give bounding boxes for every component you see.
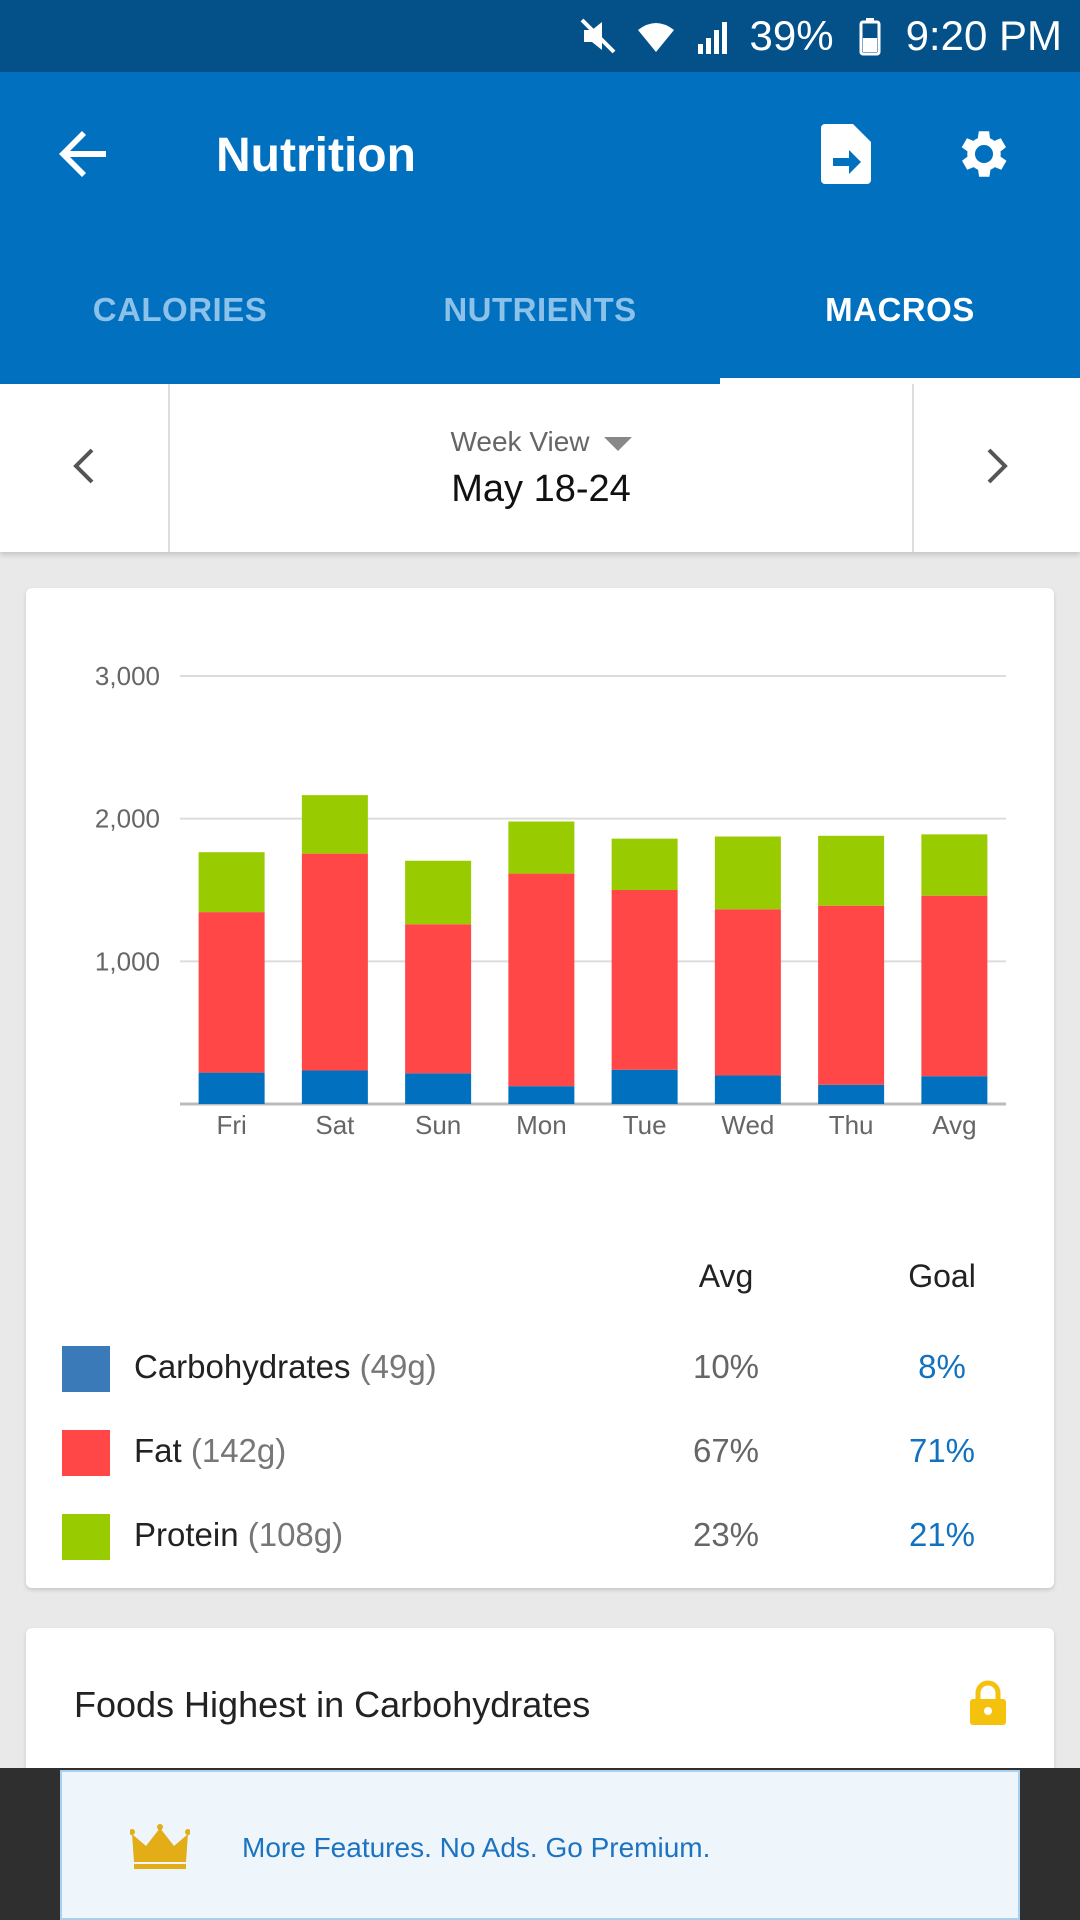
battery-percent: 39% bbox=[749, 12, 834, 59]
x-tick-label: Wed bbox=[721, 1110, 774, 1140]
bar-fat-avg[interactable] bbox=[921, 895, 988, 1077]
bar-carbohydrates-sat[interactable] bbox=[301, 1070, 368, 1104]
date-range: May 18-24 bbox=[451, 468, 631, 510]
fat-swatch bbox=[62, 1430, 110, 1476]
macro-grams: (49g) bbox=[359, 1348, 437, 1385]
protein-swatch bbox=[62, 1514, 110, 1560]
bar-protein-wed[interactable] bbox=[714, 836, 781, 910]
status-bar: 39% 9:20 PM bbox=[0, 0, 1080, 72]
page-title: Nutrition bbox=[216, 129, 416, 182]
foods-card-title: Foods Highest in Carbohydrates bbox=[74, 1684, 591, 1725]
chevron-left-icon bbox=[70, 446, 98, 491]
macro-avg: 67% bbox=[692, 1432, 760, 1469]
bar-carbohydrates-thu[interactable] bbox=[818, 1084, 885, 1104]
week-view-dropdown[interactable]: Week View bbox=[170, 426, 912, 458]
bar-fat-fri[interactable] bbox=[198, 912, 265, 1073]
x-tick-label: Sat bbox=[315, 1110, 355, 1140]
ad-banner: More Features. No Ads. Go Premium. bbox=[0, 1768, 1080, 1920]
tab-bar: CALORIES NUTRIENTS MACROS bbox=[0, 236, 1080, 384]
clock: 9:20 PM bbox=[905, 12, 1062, 59]
tab-macros[interactable]: MACROS bbox=[720, 236, 1080, 384]
carbohydrates-swatch bbox=[62, 1346, 110, 1392]
macros-chart-card: 1,000 2,000 3,000 Fri Sat Sun Mon Tue Wed Thu Avg … bbox=[26, 588, 1054, 1588]
bar-fat-mon[interactable] bbox=[508, 873, 575, 1087]
mute-icon bbox=[576, 14, 620, 58]
goal-column-header: Goal bbox=[908, 1258, 976, 1294]
date-navigator: Week View May 18-24 bbox=[0, 384, 1080, 552]
crown-icon bbox=[129, 1824, 191, 1875]
x-tick-label: Sun bbox=[415, 1110, 461, 1140]
x-tick-label: Tue bbox=[623, 1110, 667, 1140]
bar-protein-sun[interactable] bbox=[405, 860, 472, 925]
back-arrow-icon[interactable] bbox=[52, 122, 116, 186]
macro-name: Protein bbox=[134, 1516, 239, 1553]
next-week-button[interactable] bbox=[912, 384, 1080, 552]
go-premium-banner[interactable]: More Features. No Ads. Go Premium. bbox=[60, 1770, 1020, 1920]
avg-column-header: Avg bbox=[698, 1258, 754, 1294]
macro-avg: 10% bbox=[692, 1348, 760, 1385]
macros-bar-chart: 1,000 2,000 3,000 Fri Sat Sun Mon Tue Wed Thu Avg bbox=[95, 661, 1006, 1140]
chevron-right-icon bbox=[983, 446, 1011, 491]
bar-protein-thu[interactable] bbox=[818, 835, 885, 906]
app-bar: Nutrition bbox=[0, 72, 1080, 236]
macro-row-protein: Protein (108g) 23% 21% bbox=[26, 1498, 1054, 1568]
go-premium-text: More Features. No Ads. Go Premium. bbox=[242, 1832, 711, 1863]
bar-protein-fri[interactable] bbox=[198, 852, 265, 913]
y-tick-label: 1,000 bbox=[95, 946, 160, 976]
bar-fat-wed[interactable] bbox=[714, 909, 781, 1076]
macro-avg: 23% bbox=[692, 1516, 760, 1553]
macro-row-fat: Fat (142g) 67% 71% bbox=[26, 1414, 1054, 1484]
bar-fat-sun[interactable] bbox=[405, 924, 472, 1074]
bar-carbohydrates-avg[interactable] bbox=[921, 1076, 988, 1104]
bar-carbohydrates-mon[interactable] bbox=[508, 1086, 575, 1104]
export-file-icon[interactable] bbox=[812, 120, 880, 188]
x-tick-label: Avg bbox=[932, 1110, 976, 1140]
bar-fat-thu[interactable] bbox=[818, 905, 885, 1085]
bar-protein-mon[interactable] bbox=[508, 821, 575, 874]
macro-goal[interactable]: 21% bbox=[908, 1516, 976, 1553]
macro-goal[interactable]: 71% bbox=[908, 1432, 976, 1469]
bar-carbohydrates-sun[interactable] bbox=[405, 1073, 472, 1104]
week-view-selector[interactable]: Week View May 18-24 bbox=[170, 384, 912, 552]
x-tick-label: Thu bbox=[829, 1110, 874, 1140]
bar-fat-sat[interactable] bbox=[301, 853, 368, 1071]
bar-carbohydrates-tue[interactable] bbox=[611, 1069, 678, 1104]
bar-protein-tue[interactable] bbox=[611, 838, 678, 890]
tab-nutrients[interactable]: NUTRIENTS bbox=[443, 291, 637, 328]
wifi-icon bbox=[634, 14, 678, 58]
gear-icon[interactable] bbox=[950, 120, 1018, 188]
x-tick-label: Fri bbox=[216, 1110, 246, 1140]
lock-icon bbox=[968, 1680, 1008, 1726]
macro-name: Carbohydrates bbox=[134, 1348, 351, 1385]
dropdown-caret-icon bbox=[603, 436, 632, 451]
macro-goal[interactable]: 8% bbox=[918, 1348, 966, 1385]
y-tick-label: 3,000 bbox=[95, 661, 160, 691]
x-tick-label: Mon bbox=[516, 1110, 567, 1140]
week-view-label: Week View bbox=[450, 426, 590, 457]
signal-icon bbox=[692, 14, 736, 58]
bar-protein-sat[interactable] bbox=[301, 795, 368, 854]
bar-carbohydrates-fri[interactable] bbox=[198, 1072, 265, 1104]
macro-name: Fat bbox=[134, 1432, 182, 1469]
bar-carbohydrates-wed[interactable] bbox=[714, 1075, 781, 1104]
macro-grams: (108g) bbox=[247, 1516, 344, 1553]
macro-row-carbohydrates: Carbohydrates (49g) 10% 8% bbox=[26, 1330, 1054, 1400]
bar-fat-tue[interactable] bbox=[611, 890, 678, 1070]
macro-grams: (142g) bbox=[190, 1432, 287, 1469]
foods-highest-card[interactable]: Foods Highest in Carbohydrates bbox=[26, 1628, 1054, 1788]
bar-protein-avg[interactable] bbox=[921, 834, 988, 896]
previous-week-button[interactable] bbox=[0, 384, 170, 552]
tab-calories[interactable]: CALORIES bbox=[92, 291, 268, 328]
y-tick-label: 2,000 bbox=[95, 804, 160, 834]
battery-icon bbox=[848, 14, 892, 58]
